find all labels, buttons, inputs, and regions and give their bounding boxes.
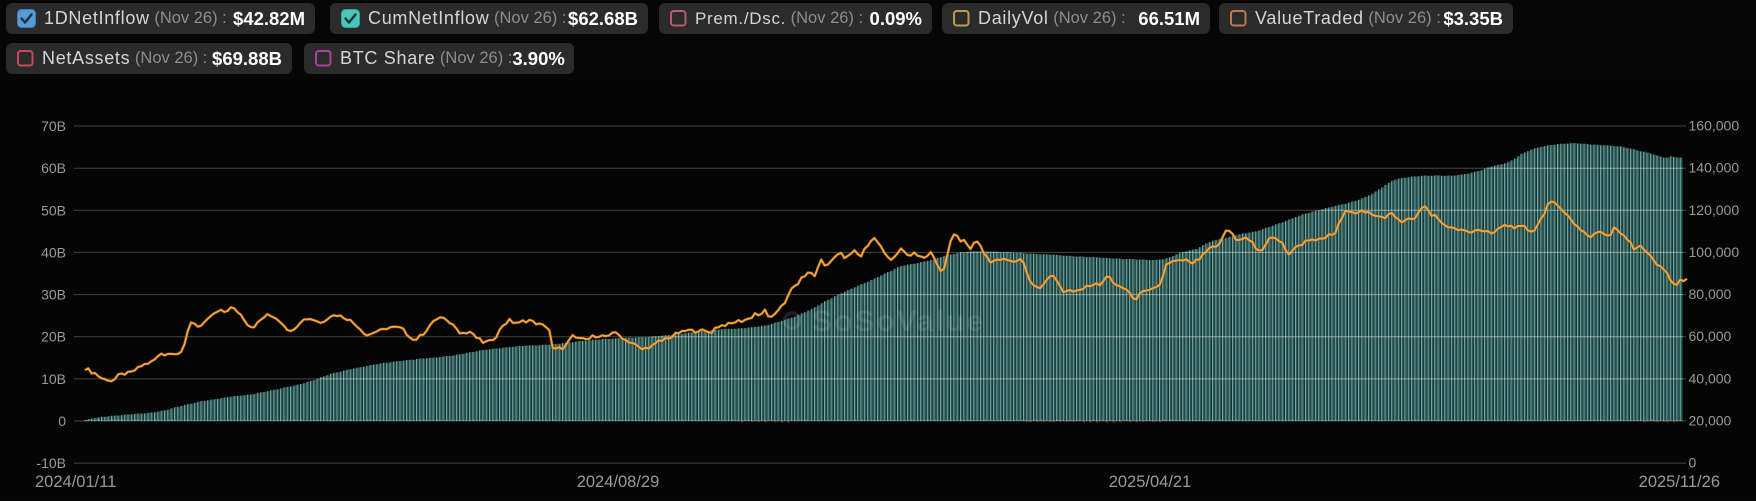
svg-text:60B: 60B [41,160,66,176]
svg-text:80,000: 80,000 [1689,286,1732,302]
svg-text:40,000: 40,000 [1689,370,1732,386]
svg-text:0: 0 [58,413,66,429]
svg-text:10B: 10B [41,371,66,387]
svg-text:70B: 70B [41,118,66,134]
svg-text:30B: 30B [41,287,66,303]
svg-text:50B: 50B [41,202,66,218]
svg-text:60,000: 60,000 [1689,328,1732,344]
svg-text:SoSoValue: SoSoValue [812,305,985,338]
svg-text:20B: 20B [41,329,66,345]
svg-text:-10B: -10B [36,455,66,471]
svg-text:120,000: 120,000 [1689,202,1740,218]
svg-text:40B: 40B [41,244,66,260]
svg-text:2024/01/11: 2024/01/11 [35,473,116,491]
svg-text:2024/08/29: 2024/08/29 [577,473,660,491]
svg-text:160,000: 160,000 [1689,118,1740,134]
svg-text:2025/11/26: 2025/11/26 [1639,473,1720,491]
svg-text:0: 0 [1689,455,1697,471]
svg-text:20,000: 20,000 [1689,413,1732,429]
svg-text:100,000: 100,000 [1689,244,1740,260]
svg-text:140,000: 140,000 [1689,160,1740,176]
svg-text:2025/04/21: 2025/04/21 [1109,473,1192,491]
